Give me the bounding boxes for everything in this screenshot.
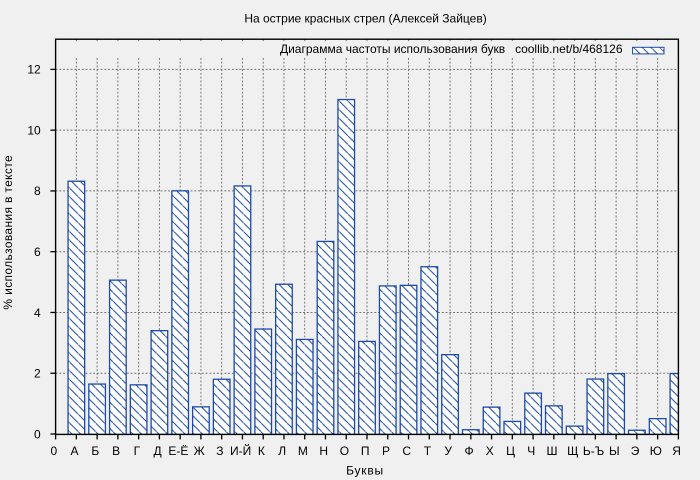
svg-text:Э: Э: [631, 444, 640, 458]
svg-text:З: З: [216, 444, 223, 458]
svg-text:Диаграмма частоты использовани: Диаграмма частоты использования букв coo…: [280, 42, 623, 56]
svg-text:Ш: Ш: [547, 444, 558, 458]
svg-text:8: 8: [34, 184, 41, 198]
svg-text:Ы: Ы: [609, 444, 620, 458]
svg-text:Н: Н: [319, 444, 328, 458]
svg-text:Б: Б: [91, 444, 99, 458]
svg-text:% использования в тексте: % использования в тексте: [1, 155, 15, 310]
svg-text:Я: Я: [672, 444, 681, 458]
svg-text:Ф: Ф: [464, 444, 473, 458]
svg-text:Ж: Ж: [194, 444, 205, 458]
svg-text:Ч: Ч: [527, 444, 535, 458]
svg-text:12: 12: [27, 63, 41, 77]
svg-text:На острие красных стрел (Алекс: На острие красных стрел (Алексей Зайцев): [244, 12, 486, 26]
svg-text:П: П: [361, 444, 370, 458]
svg-text:Р: Р: [382, 444, 390, 458]
svg-text:4: 4: [34, 306, 41, 320]
svg-text:Ю: Ю: [650, 444, 662, 458]
svg-text:Г: Г: [134, 444, 141, 458]
svg-text:Буквы: Буквы: [346, 464, 384, 478]
svg-text:6: 6: [34, 245, 41, 259]
svg-text:С: С: [402, 444, 411, 458]
svg-text:У: У: [444, 444, 452, 458]
svg-text:2: 2: [34, 367, 41, 381]
svg-text:А: А: [71, 444, 79, 458]
svg-text:Д: Д: [154, 444, 162, 458]
svg-text:Л: Л: [278, 444, 286, 458]
svg-text:К: К: [258, 444, 265, 458]
svg-text:Е-Ё: Е-Ё: [168, 444, 188, 458]
svg-text:О: О: [340, 444, 349, 458]
svg-text:Ц: Ц: [506, 444, 515, 458]
svg-text:0: 0: [50, 444, 57, 458]
svg-text:М: М: [298, 444, 308, 458]
svg-text:0: 0: [34, 427, 41, 441]
svg-text:В: В: [112, 444, 120, 458]
svg-text:Т: Т: [424, 444, 432, 458]
svg-text:Щ: Щ: [567, 444, 578, 458]
svg-text:Х: Х: [486, 444, 494, 458]
svg-text:Ь-Ъ: Ь-Ъ: [583, 444, 604, 458]
svg-text:И-Й: И-Й: [230, 443, 251, 458]
svg-text:10: 10: [27, 123, 41, 137]
